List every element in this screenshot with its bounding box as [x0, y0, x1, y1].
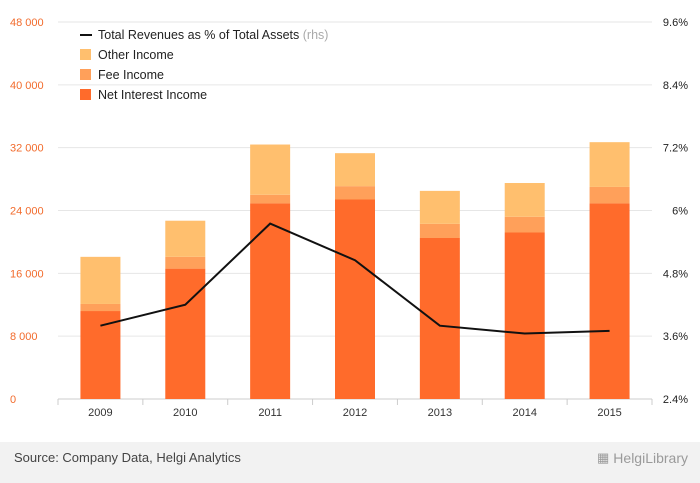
- bar-fee-income: [589, 186, 630, 204]
- y-tick-label-left: 16 000: [10, 268, 44, 280]
- legend-label-net-interest-income: Net Interest Income: [98, 88, 207, 102]
- x-tick-label: 2013: [428, 407, 452, 419]
- legend-label-line: Total Revenues as % of Total Assets (rhs…: [98, 28, 328, 42]
- y-tick-label-left: 32 000: [10, 143, 44, 155]
- y-tick-label-left: 8 000: [10, 331, 38, 343]
- brand-name: HelgiLibrary: [613, 450, 688, 466]
- bar-net-interest-income: [165, 268, 206, 399]
- bar-other-income: [335, 153, 375, 187]
- y-tick-label-right: 6%: [672, 206, 688, 218]
- source-text: Source: Company Data, Helgi Analytics: [14, 450, 241, 465]
- bar-net-interest-income: [589, 203, 630, 399]
- bar-fee-income: [80, 303, 121, 312]
- legend-label-other-income: Other Income: [98, 48, 174, 62]
- brand-logo[interactable]: ▦ HelgiLibrary: [597, 450, 688, 466]
- y-tick-label-left: 0: [10, 394, 16, 406]
- bar-net-interest-income: [80, 311, 121, 399]
- bar-fee-income: [250, 194, 291, 204]
- bar-net-interest-income: [419, 237, 460, 399]
- x-tick-label: 2012: [343, 407, 367, 419]
- x-tick-label: 2014: [512, 407, 536, 419]
- bar-other-income: [80, 256, 121, 304]
- legend-swatch-fee-income: [80, 69, 91, 80]
- bar-other-income: [165, 220, 206, 257]
- bar-net-interest-income: [335, 199, 375, 399]
- y-tick-label-left: 48 000: [10, 17, 44, 29]
- bar-fee-income: [335, 186, 375, 200]
- bar-net-interest-income: [250, 203, 291, 399]
- bar-other-income: [419, 190, 460, 224]
- footer: Source: Company Data, Helgi Analytics ▦ …: [0, 442, 700, 483]
- y-tick-label-right: 7.2%: [663, 143, 688, 155]
- bar-net-interest-income: [504, 232, 545, 399]
- y-tick-label-right: 8.4%: [663, 80, 688, 92]
- y-tick-label-right: 3.6%: [663, 331, 688, 343]
- bar-other-income: [589, 142, 630, 187]
- bar-other-income: [250, 144, 291, 195]
- bar-other-income: [504, 183, 545, 217]
- x-tick-label: 2015: [597, 407, 621, 419]
- bar-fee-income: [504, 216, 545, 233]
- y-tick-label-right: 2.4%: [663, 394, 688, 406]
- x-tick-label: 2010: [173, 407, 197, 419]
- chart-svg: 0 2.4% 8 000 3.6% 16 000 4.8% 24 000 6% 32 000 7.…: [10, 17, 688, 419]
- x-tick-label: 2009: [88, 407, 112, 419]
- y-tick-label-right: 9.6%: [663, 17, 688, 29]
- legend-note-rhs: (rhs): [303, 28, 329, 42]
- y-tick-label-left: 40 000: [10, 80, 44, 92]
- line-total-revenues-pct-assets: [100, 222, 610, 335]
- legend-swatch-other-income: [80, 49, 91, 60]
- y-tick-label-left: 24 000: [10, 206, 44, 218]
- legend-label-fee-income: Fee Income: [98, 68, 164, 82]
- bar-fee-income: [419, 223, 460, 238]
- helgi-library-logo-icon: ▦: [597, 450, 610, 465]
- bar-fee-income: [165, 256, 206, 269]
- x-tick-label: 2011: [258, 407, 282, 419]
- y-tick-label-right: 4.8%: [663, 268, 688, 280]
- legend-swatch-net-interest-income: [80, 89, 91, 100]
